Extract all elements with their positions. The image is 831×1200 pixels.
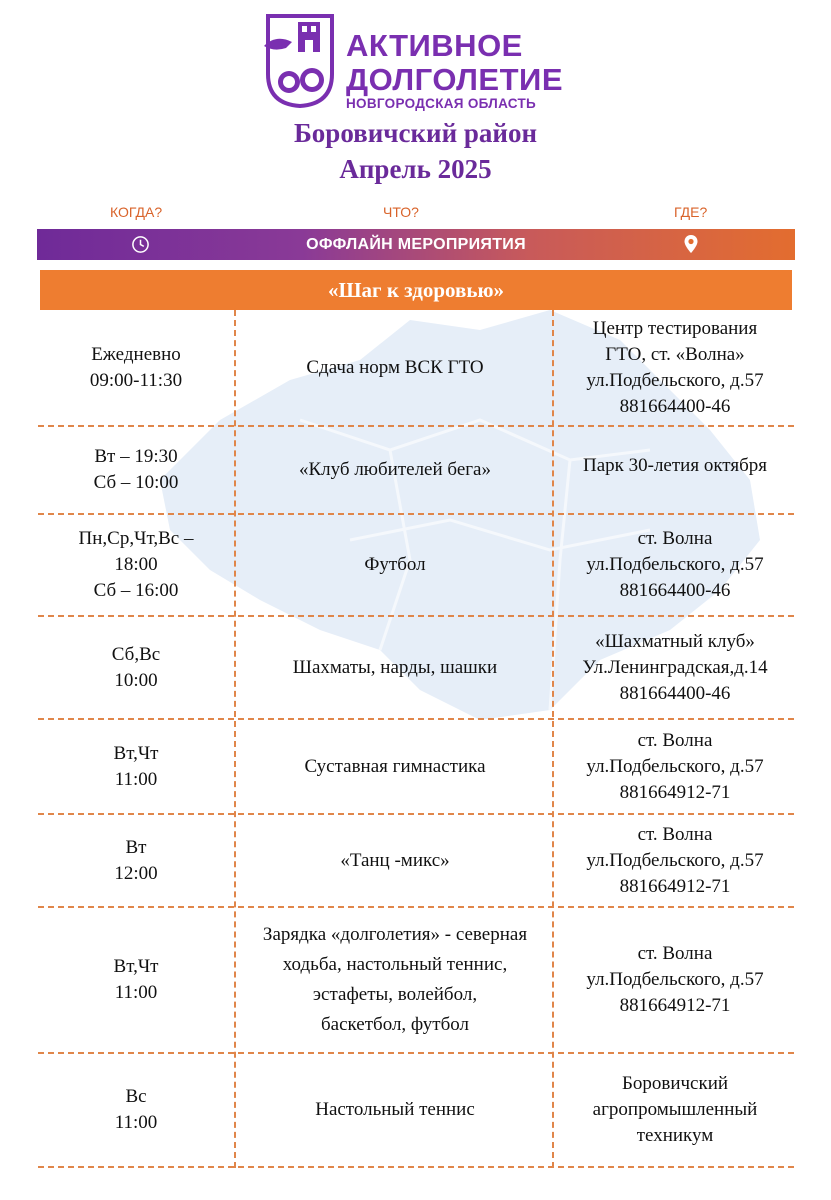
band-label: ОФФЛАЙН МЕРОПРИЯТИЯ (306, 236, 526, 253)
row-what: «Танц -микс» (340, 849, 450, 871)
column-label-where: ГДЕ? (674, 204, 708, 220)
table-row: Ежедневно 09:00-11:30 Сдача норм ВСК ГТО… (38, 310, 794, 427)
table-row: Вт,Чт 11:00 Суставная гимнастика ст. Вол… (38, 720, 794, 815)
row-when: Ежедневно 09:00-11:30 (89, 343, 183, 391)
table-row: Вс 11:00 Настольный теннис Боровичский а… (38, 1054, 794, 1168)
row-when: Вт,Чт 11:00 (113, 742, 159, 790)
row-what: Настольный теннис (315, 1099, 475, 1120)
table-row: Вт 12:00 «Танц -микс» ст. Волна ул.Подбе… (38, 815, 794, 908)
row-where: Парк 30-летия октября (582, 455, 768, 476)
logo-line-2: ДОЛГОЛЕТИЕ (346, 62, 564, 97)
column-divider (234, 310, 236, 1168)
table-row: Сб,Вс 10:00 Шахматы, нарды, шашки «Шахма… (38, 617, 794, 720)
row-what: Шахматы, нарды, шашки (292, 656, 498, 678)
row-where: ст. Волна ул.Подбельского, д.57 88166491… (586, 823, 764, 897)
row-where: Боровичский агропромышленный техникум (592, 1073, 758, 1146)
location-pin-icon (684, 235, 698, 253)
section-title: «Шаг к здоровью» (40, 270, 792, 310)
district-title: Боровичский район (293, 118, 538, 148)
clock-icon (132, 236, 149, 253)
table-row: Вт – 19:30 Сб – 10:00 «Клуб любителей бе… (38, 427, 794, 515)
row-when: Вс 11:00 (114, 1086, 158, 1133)
row-what: Футбол (364, 554, 426, 575)
row-when: Пн,Ср,Чт,Вс – 18:00 Сб – 16:00 (78, 528, 194, 601)
active-longevity-logo: АКТИВНОЕ ДОЛГОЛЕТИЕ НОВГОРОДСКАЯ ОБЛАСТЬ (262, 12, 582, 112)
row-where: «Шахматный клуб» Ул.Ленинградская,д.14 8… (582, 630, 768, 704)
row-where: ст. Волна ул.Подбельского, д.57 88166491… (586, 729, 764, 803)
row-when: Вт 12:00 (114, 836, 158, 884)
row-where: ст. Волна ул.Подбельского, д.57 88166440… (586, 528, 764, 601)
logo-line-1: АКТИВНОЕ (346, 28, 523, 63)
month-title: Апрель 2025 (339, 154, 492, 184)
row-what: Сдача норм ВСК ГТО (306, 356, 484, 378)
column-divider (552, 310, 554, 1168)
row-when: Вт,Чт 11:00 (113, 956, 159, 1003)
schedule-table: Ежедневно 09:00-11:30 Сдача норм ВСК ГТО… (38, 310, 794, 1168)
row-what: Суставная гимнастика (304, 755, 486, 777)
row-when: Вт – 19:30 Сб – 10:00 (93, 446, 179, 493)
row-when: Сб,Вс 10:00 (111, 643, 161, 691)
column-label-when: КОГДА? (110, 204, 163, 220)
table-row: Вт,Чт 11:00 Зарядка «долголетия» - север… (38, 908, 794, 1054)
offline-events-band: ОФФЛАЙН МЕРОПРИЯТИЯ (37, 229, 795, 260)
emblem-icon (264, 14, 334, 108)
table-row: Пн,Ср,Чт,Вс – 18:00 Сб – 16:00 Футбол ст… (38, 515, 794, 617)
row-where: Центр тестирования ГТО, ст. «Волна» ул.П… (586, 317, 764, 417)
region-map-background (160, 310, 760, 720)
row-where: ст. Волна ул.Подбельского, д.57 88166491… (586, 943, 764, 1016)
row-what: Зарядка «долголетия» - северная ходьба, … (262, 924, 528, 1035)
row-what: «Клуб любителей бега» (299, 459, 491, 480)
column-label-what: ЧТО? (383, 204, 419, 220)
logo-line-3: НОВГОРОДСКАЯ ОБЛАСТЬ (346, 96, 537, 111)
